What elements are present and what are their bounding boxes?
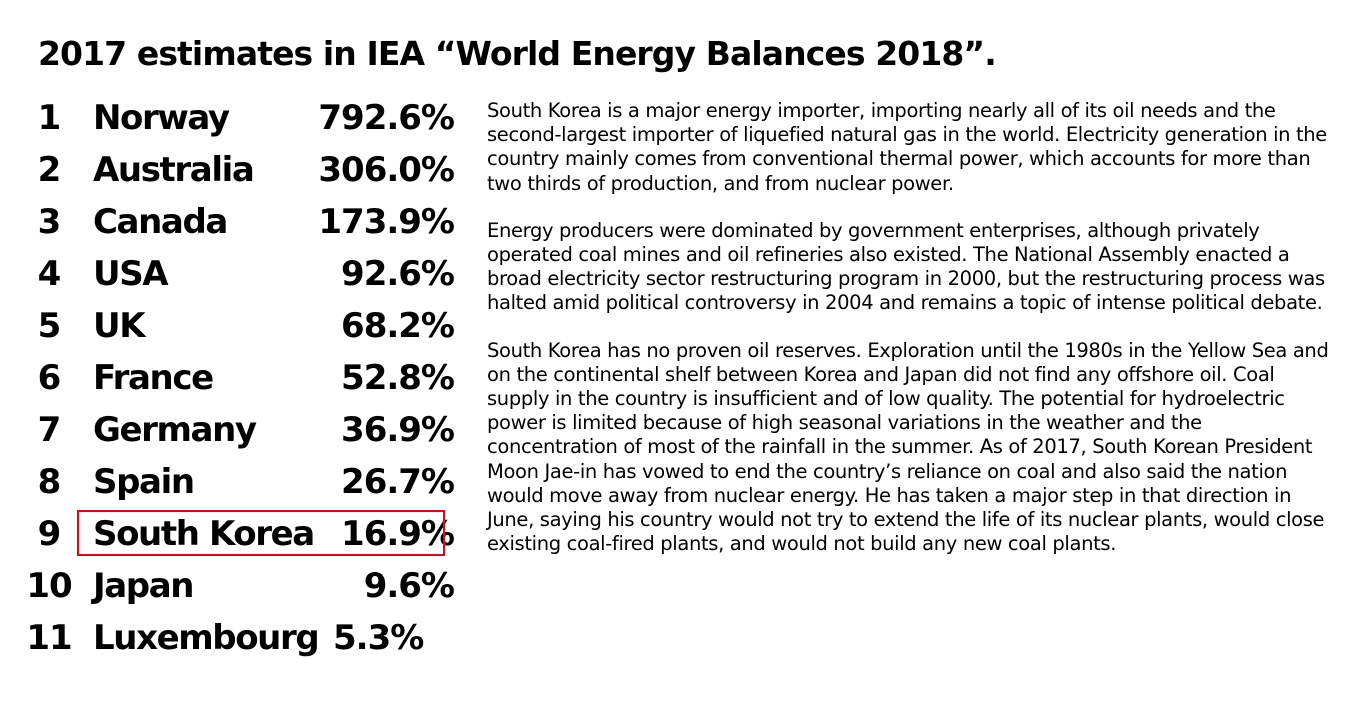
ranking-row: 4 USA 92.6% [0,248,470,300]
country-name: France [93,358,214,398]
ranking-row: 2 Australia 306.0% [0,144,470,196]
ranking-row: 10 Japan 9.6% [0,560,470,612]
paragraph: South Korea is a major energy importer, … [487,99,1327,195]
page-title: 2017 estimates in IEA “World Energy Bala… [38,34,997,73]
rank-value: 792.6% [318,98,455,138]
rank-value: 92.6% [341,254,455,294]
paragraph: Energy producers were dominated by gover… [487,218,1325,315]
ranking-row: 7 Germany 36.9% [0,404,470,456]
country-name: Canada [93,202,228,242]
highlight-box [77,510,445,556]
country-name: Australia [93,150,255,190]
rank-value: 173.9% [318,202,455,242]
ranking-list: 1 Norway 792.6% 2 Australia 306.0% 3 Can… [0,92,470,664]
rank-number: 5 [37,306,62,346]
ranking-row: 5 UK 68.2% [0,300,470,352]
country-name: Spain [93,462,195,502]
rank-value: 68.2% [341,306,455,346]
rank-number: 11 [26,618,72,658]
rank-number: 1 [37,98,62,138]
ranking-row: 3 Canada 173.9% [0,196,470,248]
rank-value: 16.9% [341,514,455,554]
rank-number: 10 [26,566,72,606]
ranking-row: 11 Luxembourg 5.3% [0,612,470,664]
rank-value: 36.9% [341,410,455,450]
rank-value: 5.3% [333,618,424,658]
rank-number: 3 [37,202,62,242]
text-column: South Korea is a major energy importer, … [487,99,1337,579]
rank-number: 8 [37,462,62,502]
country-name: Norway [93,98,230,138]
country-name: Japan [93,566,194,606]
country-name: Luxembourg [93,618,320,658]
rank-value: 26.7% [341,462,455,502]
country-name: Germany [93,410,257,450]
paragraph: South Korea has no proven oil reserves. … [487,338,1329,556]
country-name: South Korea [93,514,315,554]
rank-value: 306.0% [318,150,455,190]
ranking-row-highlighted: 9 South Korea 16.9% [0,508,470,560]
rank-value: 9.6% [363,566,455,606]
rank-number: 9 [37,514,62,554]
ranking-row: 8 Spain 26.7% [0,456,470,508]
rank-value: 52.8% [341,358,455,398]
rank-number: 4 [37,254,62,294]
country-name: USA [93,254,169,294]
country-name: UK [93,306,146,346]
rank-number: 7 [37,410,62,450]
ranking-row: 6 France 52.8% [0,352,470,404]
rank-number: 2 [37,150,62,190]
rank-number: 6 [37,358,62,398]
ranking-row: 1 Norway 792.6% [0,92,470,144]
